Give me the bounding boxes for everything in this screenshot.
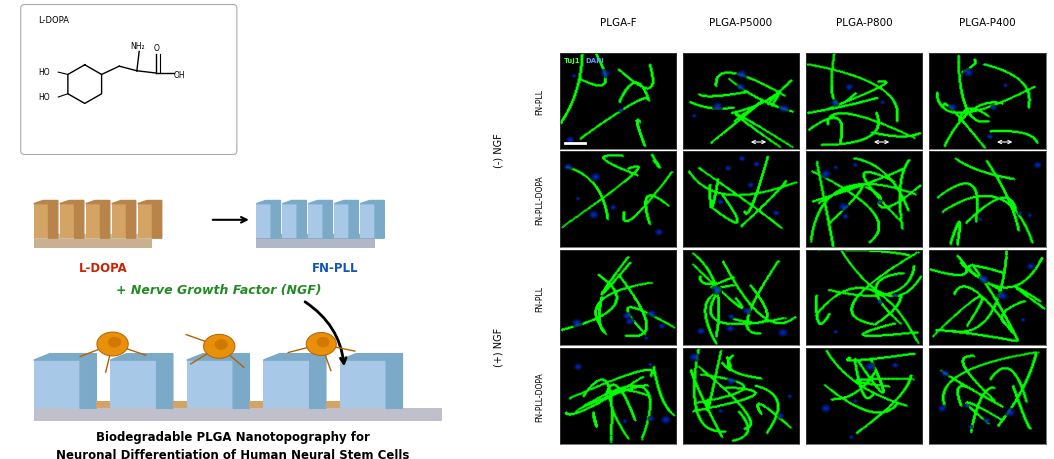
FancyBboxPatch shape xyxy=(138,204,153,239)
Polygon shape xyxy=(324,201,332,239)
Text: Biodegradable PLGA Nanotopography for: Biodegradable PLGA Nanotopography for xyxy=(96,431,370,443)
Polygon shape xyxy=(271,201,280,239)
FancyBboxPatch shape xyxy=(34,204,48,239)
Polygon shape xyxy=(126,201,136,239)
FancyBboxPatch shape xyxy=(339,360,386,409)
Polygon shape xyxy=(349,201,358,239)
Text: NH₂: NH₂ xyxy=(130,42,144,50)
Polygon shape xyxy=(48,201,58,239)
FancyBboxPatch shape xyxy=(250,401,264,409)
FancyBboxPatch shape xyxy=(112,204,126,239)
FancyBboxPatch shape xyxy=(34,409,442,421)
FancyBboxPatch shape xyxy=(334,204,349,239)
Ellipse shape xyxy=(307,333,336,356)
Polygon shape xyxy=(334,201,358,204)
Polygon shape xyxy=(339,354,403,360)
FancyBboxPatch shape xyxy=(326,401,339,409)
FancyBboxPatch shape xyxy=(34,239,153,249)
Polygon shape xyxy=(187,354,250,360)
FancyBboxPatch shape xyxy=(173,401,187,409)
Text: PLGA-P5000: PLGA-P5000 xyxy=(709,18,773,28)
Ellipse shape xyxy=(97,332,129,356)
Text: OH: OH xyxy=(174,71,186,79)
Text: DAPI: DAPI xyxy=(585,58,604,64)
Polygon shape xyxy=(233,354,250,409)
Text: (+) NGF: (+) NGF xyxy=(493,327,504,367)
FancyBboxPatch shape xyxy=(60,204,75,239)
Ellipse shape xyxy=(317,337,330,347)
FancyBboxPatch shape xyxy=(21,6,237,155)
Polygon shape xyxy=(112,201,136,204)
Text: FN-PLL: FN-PLL xyxy=(312,262,358,274)
FancyBboxPatch shape xyxy=(256,239,375,249)
Polygon shape xyxy=(34,235,161,239)
Text: + Nerve Growth Factor (NGF): + Nerve Growth Factor (NGF) xyxy=(117,284,321,297)
Text: PLGA-P400: PLGA-P400 xyxy=(959,18,1015,28)
FancyBboxPatch shape xyxy=(360,204,375,239)
Polygon shape xyxy=(100,201,110,239)
Polygon shape xyxy=(60,201,84,204)
Polygon shape xyxy=(111,354,173,360)
FancyBboxPatch shape xyxy=(256,204,271,239)
Polygon shape xyxy=(375,201,385,239)
Polygon shape xyxy=(75,201,84,239)
Polygon shape xyxy=(34,201,58,204)
Ellipse shape xyxy=(214,339,228,350)
Text: Tuj1: Tuj1 xyxy=(564,58,581,64)
Text: L-DOPA: L-DOPA xyxy=(38,16,70,25)
Text: FN-PLL-DOPA: FN-PLL-DOPA xyxy=(534,175,544,224)
Text: PLGA-P800: PLGA-P800 xyxy=(836,18,893,28)
FancyBboxPatch shape xyxy=(187,360,233,409)
Text: FN-PLL-DOPA: FN-PLL-DOPA xyxy=(534,371,544,421)
Text: (-) NGF: (-) NGF xyxy=(493,134,504,168)
Polygon shape xyxy=(310,354,326,409)
Polygon shape xyxy=(360,201,385,204)
Polygon shape xyxy=(157,354,173,409)
Polygon shape xyxy=(80,354,96,409)
Text: FN-PLL: FN-PLL xyxy=(534,89,544,115)
Polygon shape xyxy=(297,201,307,239)
Polygon shape xyxy=(85,201,110,204)
Polygon shape xyxy=(282,201,307,204)
Polygon shape xyxy=(264,354,326,360)
Polygon shape xyxy=(256,201,280,204)
Text: O: O xyxy=(154,44,160,53)
FancyBboxPatch shape xyxy=(34,360,80,409)
Text: HO: HO xyxy=(38,68,50,77)
FancyBboxPatch shape xyxy=(85,204,100,239)
Ellipse shape xyxy=(203,335,235,358)
FancyBboxPatch shape xyxy=(282,204,297,239)
Polygon shape xyxy=(256,235,385,239)
Polygon shape xyxy=(34,354,96,360)
Text: PLGA-F: PLGA-F xyxy=(600,18,637,28)
Text: L-DOPA: L-DOPA xyxy=(79,262,128,274)
Polygon shape xyxy=(153,201,161,239)
Text: HO: HO xyxy=(38,93,50,101)
Text: Neuronal Differentiation of Human Neural Stem Cells: Neuronal Differentiation of Human Neural… xyxy=(57,448,410,459)
Text: FN-PLL: FN-PLL xyxy=(534,285,544,311)
Polygon shape xyxy=(308,201,332,204)
FancyBboxPatch shape xyxy=(264,360,310,409)
FancyBboxPatch shape xyxy=(96,401,111,409)
Polygon shape xyxy=(138,201,161,204)
FancyBboxPatch shape xyxy=(111,360,157,409)
Ellipse shape xyxy=(108,337,121,348)
FancyBboxPatch shape xyxy=(308,204,324,239)
Polygon shape xyxy=(386,354,403,409)
